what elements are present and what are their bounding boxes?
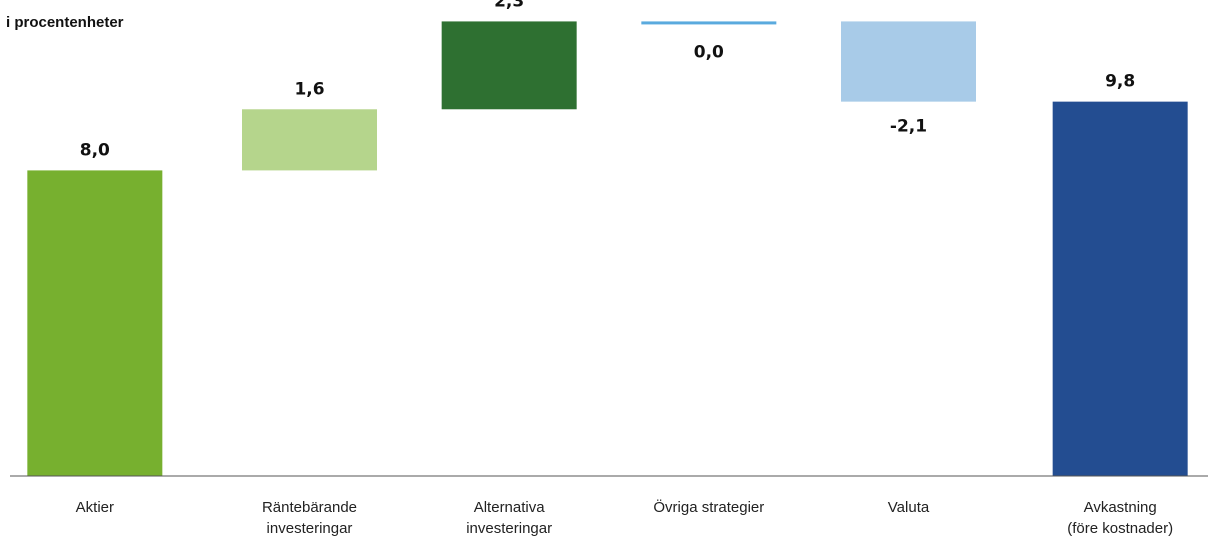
bar-0	[27, 170, 163, 476]
data-label-5: 9,8	[1105, 72, 1135, 92]
bar-2	[441, 21, 577, 110]
x-tick-label-2-line-0: Alternativa	[474, 499, 546, 516]
data-label-4: -2,1	[890, 117, 927, 137]
x-tick-label-5-line-1: (före kostnader)	[1067, 520, 1173, 537]
data-label-3: 0,0	[694, 42, 724, 62]
bar-4	[841, 21, 976, 102]
x-tick-label-4: Valuta	[888, 499, 930, 516]
x-tick-label-3: Övriga strategier	[653, 498, 764, 516]
data-label-0: 8,0	[80, 140, 110, 160]
x-tick-label-5-line-0: Avkastning	[1084, 499, 1157, 516]
bar-5	[1052, 101, 1188, 476]
x-tick-label-1-line-1: investeringar	[267, 520, 353, 537]
chart-unit-label: i procentenheter	[6, 14, 124, 31]
bar-1	[242, 109, 377, 171]
x-tick-label-1-line-0: Räntebärande	[262, 499, 357, 516]
data-label-1: 1,6	[294, 79, 324, 99]
data-label-2: 2,3	[494, 0, 524, 11]
x-tick-label-0: Aktier	[76, 499, 114, 516]
x-tick-label-2-line-1: investeringar	[466, 520, 552, 537]
bar-3	[641, 21, 777, 25]
